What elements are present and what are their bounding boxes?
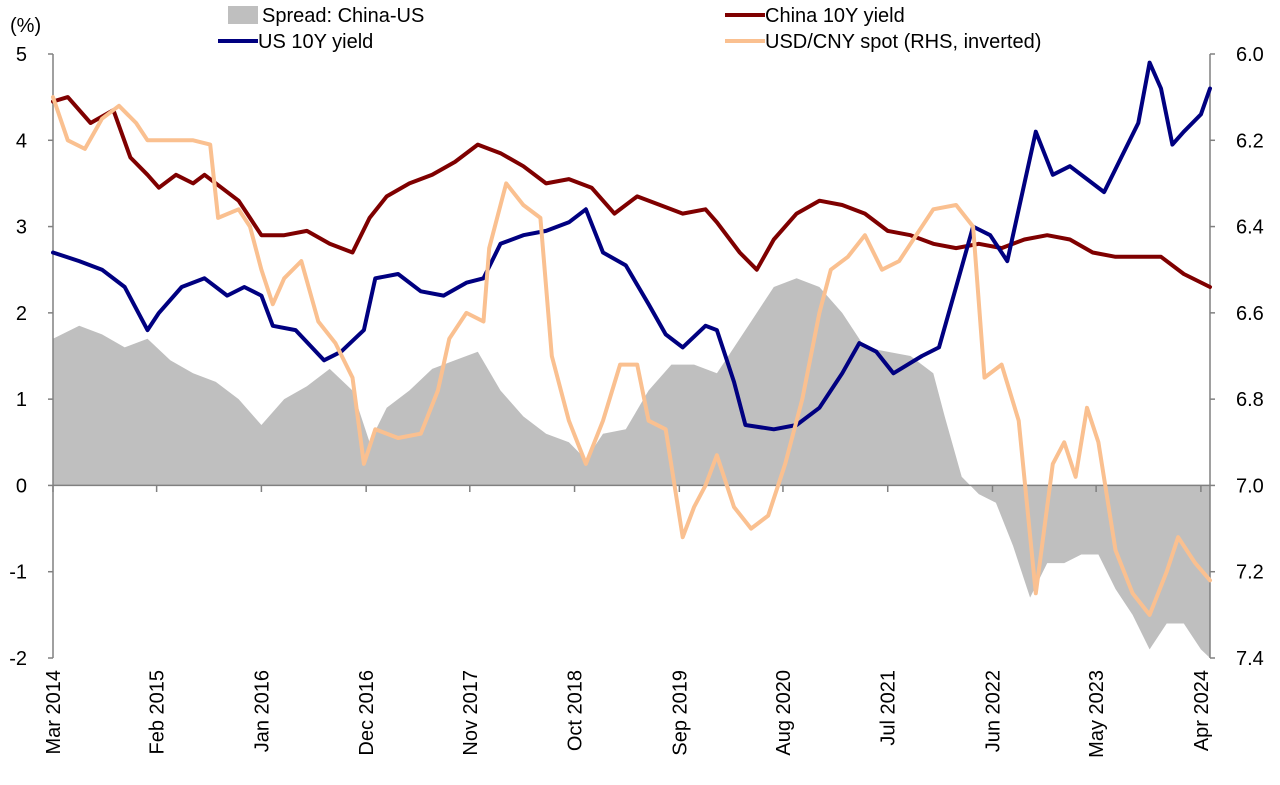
x-tick-label: Feb 2015 — [147, 670, 169, 755]
x-tick-label: May 2023 — [1086, 670, 1108, 758]
x-tick-label: Jun 2022 — [983, 670, 1005, 752]
series-lines — [51, 60, 1212, 617]
series-us-line — [51, 60, 1212, 432]
y-left-tick-label: 5 — [16, 44, 27, 66]
y-left-tick-label: 3 — [16, 217, 27, 239]
x-tick-label: Oct 2018 — [565, 670, 587, 751]
y-right-tick-label: 6.6 — [1236, 303, 1264, 325]
legend: Spread: China-US China 10Y yield US 10Y yi… — [218, 5, 1041, 53]
y-right-tick-label: 7.2 — [1236, 562, 1264, 584]
axes: 5 4 3 2 1 0 -1 -2 6.0 6.2 6.4 6.6 6.8 7.0 7.2 7.4 Mar 20… — [9, 44, 1264, 758]
y-left-tick-label: 2 — [16, 303, 27, 325]
legend-label-china: China 10Y yield — [765, 5, 905, 27]
x-tick-label: Dec 2016 — [356, 670, 378, 756]
y-left-tick-label: 1 — [16, 389, 27, 411]
x-tick-label: Mar 2014 — [43, 670, 65, 755]
x-tick-label: Jan 2016 — [251, 670, 273, 752]
y-right-tick-label: 6.8 — [1236, 389, 1264, 411]
x-tick-label: Jul 2021 — [878, 670, 900, 746]
y-right-tick-label: 7.4 — [1236, 648, 1264, 670]
x-tick-label: Aug 2020 — [773, 670, 795, 756]
y-left-tick-label: 4 — [16, 130, 27, 152]
y-right-tick-label: 7.0 — [1236, 475, 1264, 497]
y-left-tick-label: -1 — [9, 562, 27, 584]
legend-swatch-spread — [228, 6, 258, 24]
y-left-tick-label: -2 — [9, 648, 27, 670]
y-left-tick-label: 0 — [16, 475, 27, 497]
series-china-line — [51, 95, 1212, 289]
y-right-tick-label: 6.4 — [1236, 217, 1264, 239]
series-usdcny-line — [51, 95, 1212, 617]
x-tick-label: Sep 2019 — [669, 670, 691, 756]
series-spread-area — [53, 278, 1210, 658]
y-right-tick-label: 6.2 — [1236, 130, 1264, 152]
x-tick-label: Apr 2024 — [1191, 670, 1213, 751]
legend-label-us: US 10Y yield — [258, 31, 373, 53]
x-tick-label: Nov 2017 — [460, 670, 482, 756]
y-unit-label: (%) — [10, 15, 41, 37]
y-right-tick-label: 6.0 — [1236, 44, 1264, 66]
legend-label-usdcny: USD/CNY spot (RHS, inverted) — [765, 31, 1041, 53]
legend-label-spread: Spread: China-US — [262, 5, 424, 27]
spread-area-layer — [53, 278, 1210, 658]
